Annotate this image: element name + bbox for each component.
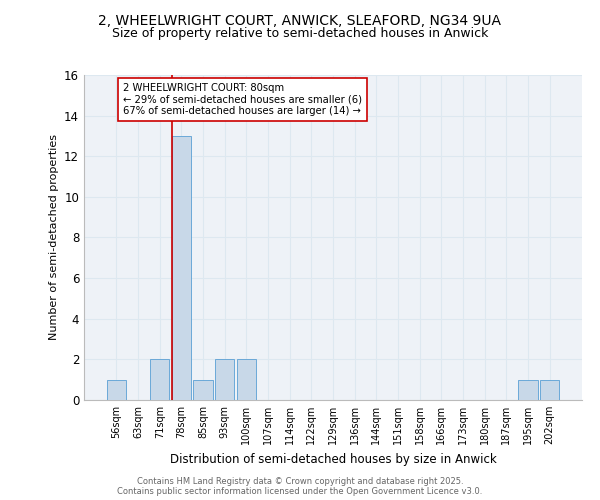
X-axis label: Distribution of semi-detached houses by size in Anwick: Distribution of semi-detached houses by … bbox=[170, 452, 496, 466]
Bar bbox=[236, 360, 256, 400]
Bar bbox=[107, 380, 126, 400]
Bar bbox=[150, 360, 169, 400]
Text: 2 WHEELWRIGHT COURT: 80sqm
← 29% of semi-detached houses are smaller (6)
67% of : 2 WHEELWRIGHT COURT: 80sqm ← 29% of semi… bbox=[123, 83, 362, 116]
Bar bbox=[172, 136, 191, 400]
Bar bbox=[540, 380, 559, 400]
Text: Size of property relative to semi-detached houses in Anwick: Size of property relative to semi-detach… bbox=[112, 28, 488, 40]
Text: Contains HM Land Registry data © Crown copyright and database right 2025.
Contai: Contains HM Land Registry data © Crown c… bbox=[118, 476, 482, 496]
Bar bbox=[518, 380, 538, 400]
Bar bbox=[193, 380, 213, 400]
Y-axis label: Number of semi-detached properties: Number of semi-detached properties bbox=[49, 134, 59, 340]
Bar bbox=[215, 360, 235, 400]
Text: 2, WHEELWRIGHT COURT, ANWICK, SLEAFORD, NG34 9UA: 2, WHEELWRIGHT COURT, ANWICK, SLEAFORD, … bbox=[98, 14, 502, 28]
